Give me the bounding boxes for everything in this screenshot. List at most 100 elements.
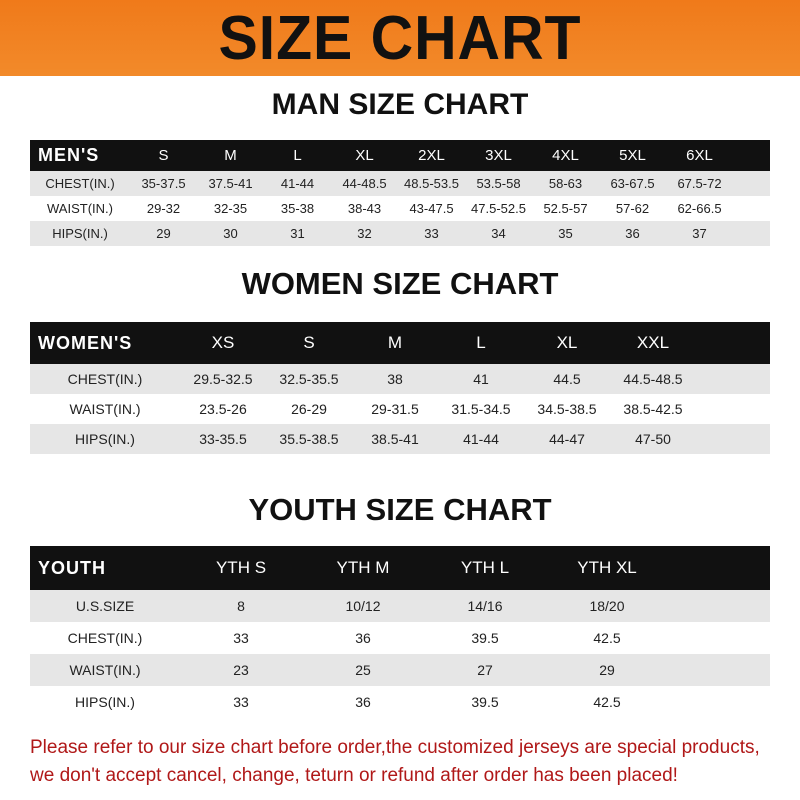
note-line: Please refer to our size chart before or…: [30, 737, 760, 758]
cell: 47-50: [635, 431, 671, 447]
row-label: HIPS(IN.): [52, 226, 108, 241]
cell: 3XL: [485, 147, 512, 164]
row-label: CHEST(IN.): [67, 371, 143, 387]
table-row: WAIST(IN.) 29-32 32-35 35-38 38-43 43-47.5 47.…: [30, 196, 770, 221]
row-label: HIPS(IN.): [75, 431, 135, 447]
row-label: YOUTH: [38, 557, 106, 578]
cell: 63-67.5: [610, 176, 655, 191]
banner-title: SIZE CHART: [218, 3, 582, 73]
cell: 29: [156, 226, 171, 241]
cell: 32.5-35.5: [279, 371, 339, 387]
table-row: HIPS(IN.) 33 36 39.5 42.5: [30, 686, 770, 718]
cell: 34.5-38.5: [537, 401, 597, 417]
cell: 32-35: [213, 201, 248, 216]
cell: M: [224, 147, 237, 164]
cell: YTH L: [460, 558, 510, 577]
row-label: CHEST(IN.): [45, 176, 115, 191]
cell: 38-43: [347, 201, 382, 216]
cell: 36: [355, 694, 371, 710]
women-title: WOMEN SIZE CHART: [241, 266, 559, 301]
cell: 44.5-48.5: [623, 371, 683, 387]
table-row: WAIST(IN.) 23.5-26 26-29 29-31.5 31.5-34.5 34…: [30, 394, 770, 424]
cell: 35-38: [280, 201, 315, 216]
table-row: HIPS(IN.) 33-35.5 35.5-38.5 38.5-41 41-44 44-…: [30, 424, 770, 454]
cell: 38.5-42.5: [623, 401, 683, 417]
table-row: CHEST(IN.) 35-37.5 37.5-41 41-44 44-48.5 48.5…: [30, 171, 770, 196]
cell: 31.5-34.5: [451, 401, 511, 417]
cell: L: [476, 333, 486, 352]
row-label: WOMEN'S: [38, 332, 133, 353]
row-label: HIPS(IN.): [75, 694, 135, 710]
cell: 33: [424, 226, 439, 241]
cell: 6XL: [686, 147, 713, 164]
cell: 35-37.5: [141, 176, 186, 191]
cell: 35.5-38.5: [279, 431, 339, 447]
cell: S: [158, 147, 169, 164]
cell: 38: [387, 371, 403, 387]
cell: 4XL: [552, 147, 579, 164]
row-label: U.S.SIZE: [75, 598, 135, 614]
row-label: WAIST(IN.): [69, 401, 141, 417]
cell: 31: [290, 226, 305, 241]
cell: 44-48.5: [342, 176, 387, 191]
cell: L: [293, 147, 302, 164]
cell: 18/20: [589, 598, 625, 614]
cell: 36: [355, 630, 371, 646]
cell: 38.5-41: [371, 431, 419, 447]
cell: 53.5-58: [476, 176, 521, 191]
cell: 32: [357, 226, 372, 241]
row-label: WAIST(IN.): [69, 662, 141, 678]
cell: YTH S: [215, 558, 267, 577]
cell: 67.5-72: [677, 176, 722, 191]
cell: 62-66.5: [677, 201, 722, 216]
cell: 47.5-52.5: [471, 201, 526, 216]
banner: SIZE CHART: [0, 0, 800, 76]
cell: 58-63: [548, 176, 583, 191]
cell: 37.5-41: [208, 176, 253, 191]
table-row: HIPS(IN.) 29 30 31 32 33 34 35 36 37: [30, 221, 770, 246]
cell: 29: [599, 662, 615, 678]
cell: 33: [233, 630, 249, 646]
cell: 57-62: [615, 201, 650, 216]
table-header: YOUTH YTH S YTH M YTH L YTH XL: [30, 546, 770, 590]
cell: XS: [211, 333, 235, 352]
cell: 29-31.5: [371, 401, 419, 417]
table-header: MEN'S S M L XL 2XL 3XL 4XL 5XL 6XL: [30, 140, 770, 171]
cell: 42.5: [593, 630, 621, 646]
cell: 2XL: [418, 147, 445, 164]
women-table: WOMEN'S XS S M L XL XXL CHEST(IN.) 29.5-32.5 32.5…: [30, 322, 770, 454]
men-title: MAN SIZE CHART: [271, 88, 529, 121]
cell: 52.5-57: [543, 201, 588, 216]
cell: XL: [556, 333, 578, 352]
cell: 33: [233, 694, 249, 710]
cell: 30: [223, 226, 238, 241]
cell: 44.5: [553, 371, 581, 387]
cell: 29.5-32.5: [193, 371, 253, 387]
disclaimer-note: Please refer to our size chart before or…: [30, 734, 790, 790]
table-row: WAIST(IN.) 23 25 27 29: [30, 654, 770, 686]
cell: 48.5-53.5: [404, 176, 459, 191]
cell: 41: [473, 371, 489, 387]
cell: XL: [355, 147, 374, 164]
cell: YTH XL: [577, 558, 637, 577]
cell: 39.5: [471, 630, 499, 646]
cell: XXL: [636, 333, 670, 352]
cell: 43-47.5: [409, 201, 454, 216]
youth-table: YOUTH YTH S YTH M YTH L YTH XL U.S.SIZE 8 10/12…: [30, 546, 770, 718]
cell: 25: [355, 662, 371, 678]
cell: 42.5: [593, 694, 621, 710]
cell: 26-29: [291, 401, 327, 417]
cell: 37: [692, 226, 707, 241]
cell: 8: [237, 598, 245, 614]
note-line: we don't accept cancel, change, teturn o…: [30, 765, 678, 786]
cell: 14/16: [467, 598, 503, 614]
table-header: WOMEN'S XS S M L XL XXL: [30, 322, 770, 364]
cell: S: [303, 333, 315, 352]
cell: 23.5-26: [199, 401, 247, 417]
cell: M: [387, 333, 403, 352]
cell: 34: [491, 226, 506, 241]
men-table: MEN'S S M L XL 2XL 3XL 4XL 5XL 6XL CHEST(IN.) 35-37…: [30, 140, 770, 246]
table-row: CHEST(IN.) 33 36 39.5 42.5: [30, 622, 770, 654]
youth-title: YOUTH SIZE CHART: [248, 492, 552, 527]
row-label: WAIST(IN.): [47, 201, 113, 216]
